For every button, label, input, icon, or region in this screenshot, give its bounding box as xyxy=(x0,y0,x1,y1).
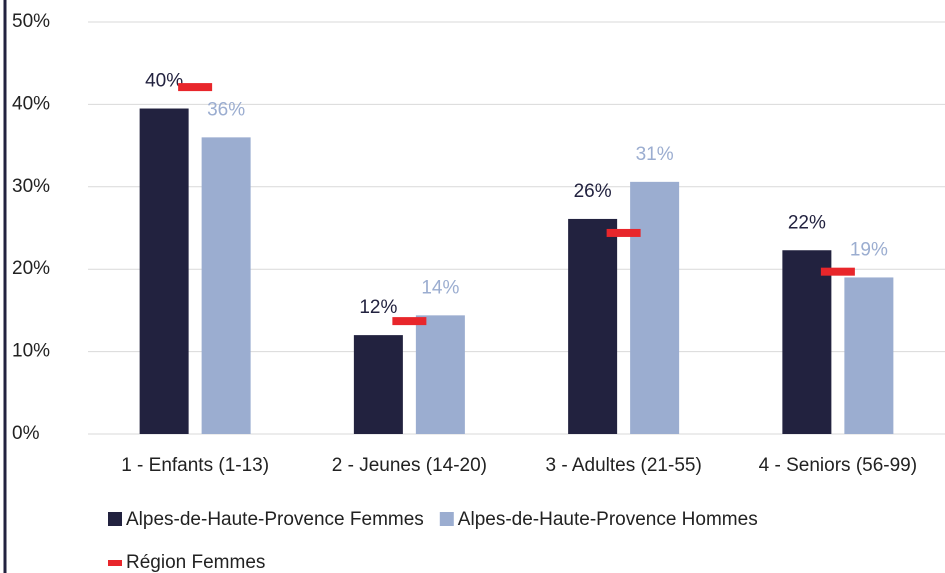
data-label: 40% xyxy=(145,71,183,92)
bar xyxy=(415,315,465,434)
y-tick-label: 50% xyxy=(12,11,50,32)
bar xyxy=(844,277,894,434)
data-label: 14% xyxy=(421,277,459,298)
data-label: 22% xyxy=(788,212,826,233)
legend-label: Alpes-de-Haute-Provence Hommes xyxy=(458,509,758,530)
bar xyxy=(139,108,189,435)
x-tick-label: 2 - Jeunes (14-20) xyxy=(332,455,487,476)
marker xyxy=(606,228,641,237)
legend-label: Alpes-de-Haute-Provence Femmes xyxy=(126,509,424,530)
marker xyxy=(178,83,213,92)
bar xyxy=(782,250,832,434)
bar xyxy=(630,181,680,434)
bar xyxy=(201,137,251,435)
legend-swatch xyxy=(108,560,122,566)
data-label: 12% xyxy=(359,297,397,318)
marker xyxy=(392,317,427,326)
y-tick-label: 20% xyxy=(12,258,50,279)
bar xyxy=(568,218,618,434)
x-tick-label: 1 - Enfants (1-13) xyxy=(121,455,269,476)
data-label: 31% xyxy=(636,144,674,165)
legend-label: Région Femmes xyxy=(126,552,265,573)
y-tick-label: 40% xyxy=(12,93,50,114)
x-tick-label: 3 - Adultes (21-55) xyxy=(545,455,701,476)
y-tick-label: 10% xyxy=(12,341,50,362)
data-label: 26% xyxy=(574,181,612,202)
legend-swatch xyxy=(108,512,122,526)
y-tick-label: 0% xyxy=(12,423,40,444)
y-tick-label: 30% xyxy=(12,176,50,197)
bar xyxy=(353,335,403,434)
x-tick-label: 4 - Seniors (56-99) xyxy=(759,455,917,476)
data-label: 19% xyxy=(850,239,888,260)
legend-swatch xyxy=(439,512,454,526)
data-label: 36% xyxy=(207,99,245,120)
marker xyxy=(820,267,855,276)
